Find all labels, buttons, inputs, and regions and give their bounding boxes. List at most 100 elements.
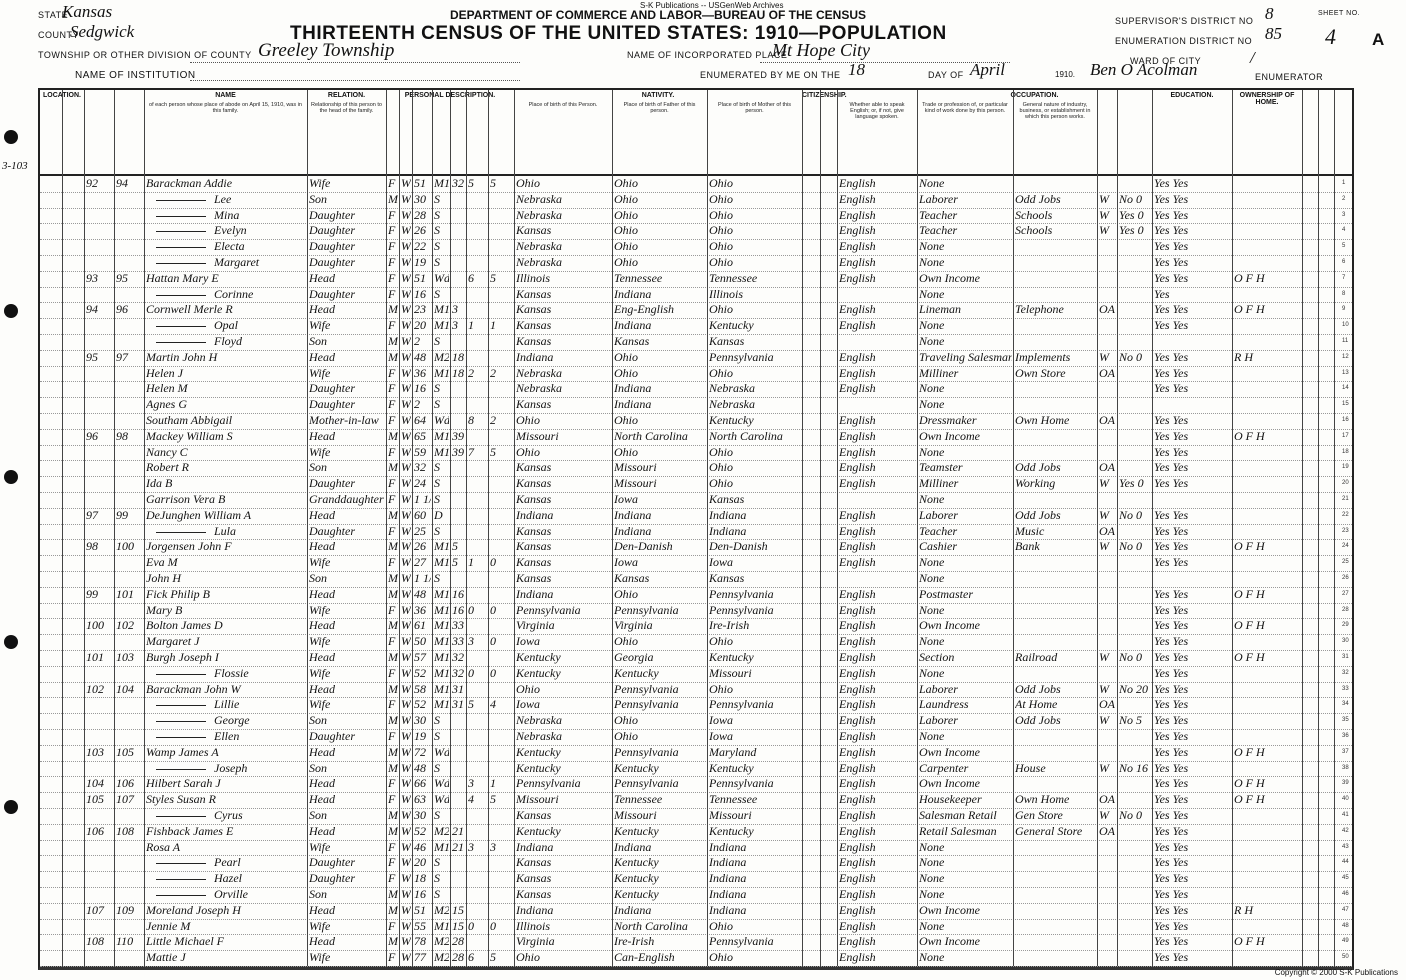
line-number: 3 [1342, 211, 1346, 218]
cell-cl [490, 476, 513, 492]
cell-fam [116, 381, 143, 397]
cell-sex: M [388, 760, 398, 775]
cell-cl [490, 192, 513, 208]
cell-occ: Own Income [919, 934, 980, 949]
cell-fbp: Indiana [614, 381, 652, 396]
cell-wk [1119, 271, 1151, 287]
cell-age: 65 [414, 428, 426, 443]
cell-bp: Virginia [516, 934, 555, 949]
cell-fbp: Ire-Irish [614, 934, 655, 949]
cell-age: 16 [414, 381, 426, 396]
cell-emp [1099, 666, 1116, 682]
column-group-ownership: Ownership of Home. [1239, 92, 1295, 106]
cell-wk [1119, 555, 1151, 571]
table-row: 41 Cyrus Son M W 30 S Kansas Missouri Missouri Eng… [40, 808, 1352, 825]
cell-name: Barackman Addie [146, 176, 233, 190]
cell-dw [86, 761, 113, 777]
cell-fam: 99 [116, 507, 128, 522]
cell-race: W [401, 476, 411, 491]
cell-sex: F [388, 381, 396, 396]
surname-ditto-dash [156, 895, 206, 896]
cell-fam [116, 555, 143, 571]
cell-rel: Wife [309, 365, 331, 380]
cell-wk: No 0 [1119, 539, 1143, 554]
cell-ind [1015, 934, 1096, 950]
line-number: 38 [1342, 764, 1349, 771]
cell-fbp: Ohio [614, 444, 638, 459]
cell-own: R H [1234, 349, 1253, 364]
cell-dw [86, 287, 113, 303]
column-divider [1232, 90, 1233, 966]
cell-mbp: Kentucky [709, 318, 754, 333]
cell-ms: S [434, 239, 440, 254]
cell-fam [116, 729, 143, 745]
cell-sex: F [388, 729, 396, 743]
cell-dw: 108 [86, 934, 104, 949]
cell-dw [86, 318, 113, 334]
cell-ed: Yes Yes [1154, 744, 1189, 759]
cell-sex: F [388, 634, 396, 649]
cell-own [1234, 697, 1301, 713]
cell-sex: M [388, 887, 398, 901]
cell-bp: Ohio [516, 176, 540, 190]
cell-ed [1154, 571, 1231, 587]
cell-wk: No 0 [1119, 808, 1143, 822]
cell-dw: 106 [86, 823, 104, 838]
cell-emp [1099, 855, 1116, 871]
cell-fbp: Pennsylvania [614, 697, 679, 712]
ed-value: 85 [1265, 24, 1282, 43]
cell-emp: W [1099, 507, 1109, 522]
cell-age: 22 [414, 239, 426, 254]
cell-ind [1015, 618, 1096, 634]
ward-value: / [1250, 48, 1255, 67]
table-row: 50 Mattie J Wife F W 77 M2 28 6 5 Ohio Can-English O… [40, 950, 1352, 967]
cell-bp: Nebraska [516, 365, 562, 380]
table-row: 5 Electa Daughter F W 22 S Nebraska Ohio Ohio Engl… [40, 239, 1352, 256]
cell-ym [452, 792, 465, 808]
cell-own: O F H [1234, 792, 1265, 807]
cell-lang: English [839, 586, 876, 601]
cell-rel: Head [309, 428, 335, 443]
cell-mbp: Ohio [709, 444, 733, 459]
cell-own [1234, 887, 1301, 903]
cell-ind [1015, 239, 1096, 255]
cell-age: 19 [414, 255, 426, 269]
cell-age: 58 [414, 681, 426, 696]
cell-fam: 100 [116, 539, 134, 554]
cell-wk [1119, 334, 1151, 350]
column-header-fbp: Place of birth of Father of this person. [623, 102, 696, 114]
cell-cl [490, 934, 513, 950]
cell-race: W [401, 255, 411, 269]
cell-sex: F [388, 207, 396, 222]
cell-race: W [401, 507, 411, 522]
cell-lang: English [839, 744, 876, 759]
cell-dw [86, 887, 113, 903]
cell-age: 16 [414, 286, 426, 301]
cell-age: 63 [414, 792, 426, 807]
cell-ms: S [434, 571, 440, 585]
cell-rel: Daughter [309, 871, 355, 886]
cell-fbp: Missouri [614, 476, 657, 491]
cell-ms: Wd [434, 270, 449, 285]
cell-mbp: Ohio [709, 176, 733, 190]
cell-cl: 5 [490, 176, 496, 190]
cell-bp: Nebraska [516, 381, 562, 396]
cell-cb [468, 460, 487, 476]
cell-cb [468, 492, 487, 508]
cell-sex: F [388, 176, 396, 190]
cell-cl [490, 334, 513, 350]
cell-fam [116, 871, 143, 887]
table-row: 49 108 110 Little Michael F Head M W 78 M2 28 Virg… [40, 934, 1352, 952]
cell-cb [468, 208, 487, 224]
cell-sex: M [388, 713, 398, 728]
cell-race: W [401, 586, 411, 601]
county-label: County [38, 30, 79, 40]
cell-ed: Yes Yes [1154, 444, 1189, 459]
cell-fbp: Indiana [614, 318, 652, 333]
cell-cb [468, 192, 487, 208]
line-number: 43 [1342, 843, 1349, 850]
cell-cb: 5 [468, 176, 474, 190]
line-number: 22 [1342, 511, 1349, 518]
cell-lang: English [839, 176, 876, 190]
cell-bp: Kansas [516, 871, 552, 886]
